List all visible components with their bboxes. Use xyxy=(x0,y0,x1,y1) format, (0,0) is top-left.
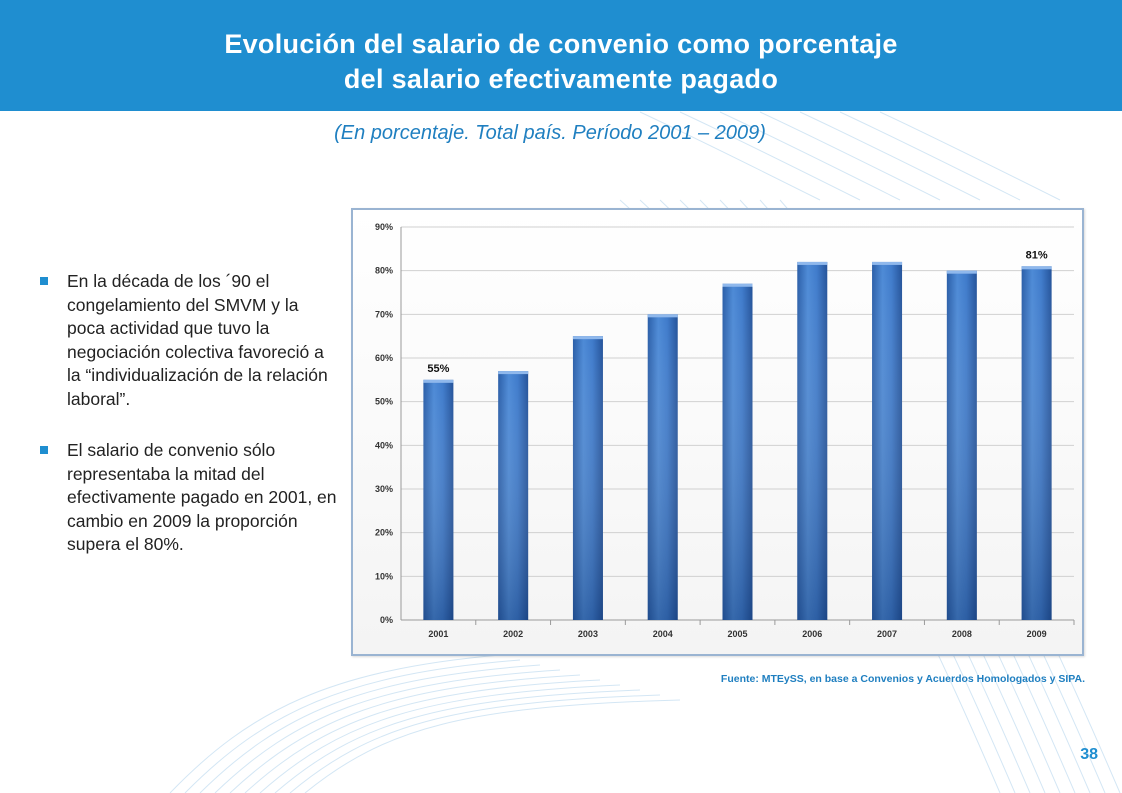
x-tick-label: 2007 xyxy=(877,629,897,639)
bar-top-highlight xyxy=(872,261,903,265)
y-tick-label: 30% xyxy=(375,484,393,494)
x-tick-label: 2001 xyxy=(428,629,448,639)
bar-top-highlight xyxy=(722,283,753,287)
x-tick-label: 2005 xyxy=(727,629,747,639)
y-tick-label: 50% xyxy=(375,397,393,407)
y-tick-label: 80% xyxy=(375,266,393,276)
y-tick-label: 40% xyxy=(375,440,393,450)
data-label: 55% xyxy=(427,363,449,375)
bullet-list: En la década de los ´90 el congelamiento… xyxy=(40,270,340,585)
bullet-text: El salario de convenio sólo representaba… xyxy=(67,440,337,554)
bar-shade xyxy=(722,283,753,620)
bullet-text: En la década de los ´90 el congelamiento… xyxy=(67,271,328,409)
y-tick-label: 90% xyxy=(375,222,393,232)
y-tick-label: 20% xyxy=(375,528,393,538)
slide-subtitle: (En porcentaje. Total país. Período 2001… xyxy=(334,122,766,144)
y-tick-label: 70% xyxy=(375,309,393,319)
bar-top-highlight xyxy=(647,314,678,318)
bar-top-highlight xyxy=(498,371,529,375)
x-tick-label: 2002 xyxy=(503,629,523,639)
bar-top-highlight xyxy=(1021,266,1052,270)
x-tick-label: 2003 xyxy=(578,629,598,639)
title-banner: Evolución del salario de convenio como p… xyxy=(0,0,1122,111)
bar-shade xyxy=(797,261,828,620)
bar-shade xyxy=(498,371,529,620)
bar-shade xyxy=(572,336,603,620)
bullet-square-icon xyxy=(40,277,48,285)
data-label: 81% xyxy=(1026,249,1048,261)
bar-chart: 0% 10% 20% 30% 40% 50% 60% 70% 80% 90% 2001 2002 200… xyxy=(375,222,1075,639)
x-tick-label: 2008 xyxy=(952,629,972,639)
x-tick-label: 2006 xyxy=(802,629,822,639)
source-note: Fuente: MTEySS, en base a Convenios y Ac… xyxy=(720,673,1085,685)
bar-top-highlight xyxy=(946,270,977,274)
bar-shade xyxy=(872,261,903,620)
slide-title-line-1: Evolución del salario de convenio como p… xyxy=(224,29,898,59)
bullet-item: El salario de convenio sólo representaba… xyxy=(40,439,340,557)
x-tick-label: 2009 xyxy=(1027,629,1047,639)
bullet-square-icon xyxy=(40,446,48,454)
bullet-item: En la década de los ´90 el congelamiento… xyxy=(40,270,340,411)
bar-chart-panel: 0% 10% 20% 30% 40% 50% 60% 70% 80% 90% 2001 2002 200… xyxy=(351,208,1084,656)
slide-title-line-2: del salario efectivamente pagado xyxy=(343,64,779,94)
bar-shade xyxy=(647,314,678,620)
bar-top-highlight xyxy=(423,379,454,383)
bar-shade xyxy=(423,379,454,620)
bar-top-highlight xyxy=(572,336,603,340)
x-tick-label: 2004 xyxy=(653,629,673,639)
bar-top-highlight xyxy=(797,261,828,265)
bar-shade xyxy=(1021,266,1052,620)
bar-shade xyxy=(946,270,977,620)
y-tick-label: 60% xyxy=(375,353,393,363)
y-tick-label: 0% xyxy=(380,615,393,625)
page-number: 38 xyxy=(1080,746,1098,763)
y-tick-label: 10% xyxy=(375,571,393,581)
